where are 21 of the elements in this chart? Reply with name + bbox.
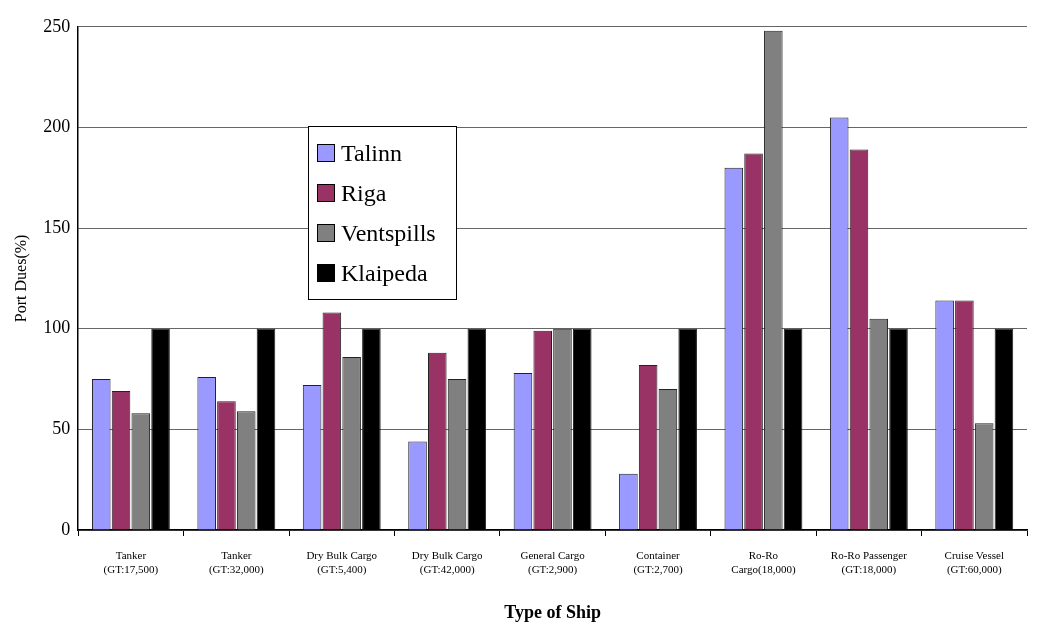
x-tick-label: Container (GT:2,700) — [633, 549, 683, 576]
x-tick-label: Tanker (GT:17,500) — [103, 549, 159, 576]
y-tick-label: 100 — [43, 317, 71, 338]
y-tick-label: 150 — [43, 216, 71, 237]
x-tick-label: Dry Bulk Cargo (GT:5,400) — [306, 549, 378, 576]
x-tick-label: Ro-Ro Passenger (GT:18,000) — [830, 549, 908, 576]
x-tick-label: General Cargo (GT:2,900) — [520, 549, 586, 576]
y-tick-label: 200 — [43, 116, 71, 137]
x-axis-title: Type of Ship — [504, 601, 601, 622]
legend-label: Talinn — [341, 139, 402, 167]
x-tick-label: Tanker (GT:32,000) — [208, 549, 265, 576]
legend-label: Klaipeda — [341, 259, 428, 287]
x-tick-label: Dry Bulk Cargo (GT:42,000) — [411, 549, 484, 576]
legend-label: Riga — [341, 179, 387, 207]
y-tick-label: 0 — [61, 518, 71, 539]
x-tick-label: Cruise Vessel (GT:60,000) — [944, 549, 1004, 576]
y-tick-label: 50 — [52, 418, 71, 439]
y-axis-title: Port Dues(%) — [11, 234, 30, 323]
x-tick-label: Ro-Ro Cargo(18,000) — [731, 549, 796, 576]
legend-label: Ventspills — [341, 219, 436, 247]
y-tick-label: 250 — [43, 15, 71, 36]
